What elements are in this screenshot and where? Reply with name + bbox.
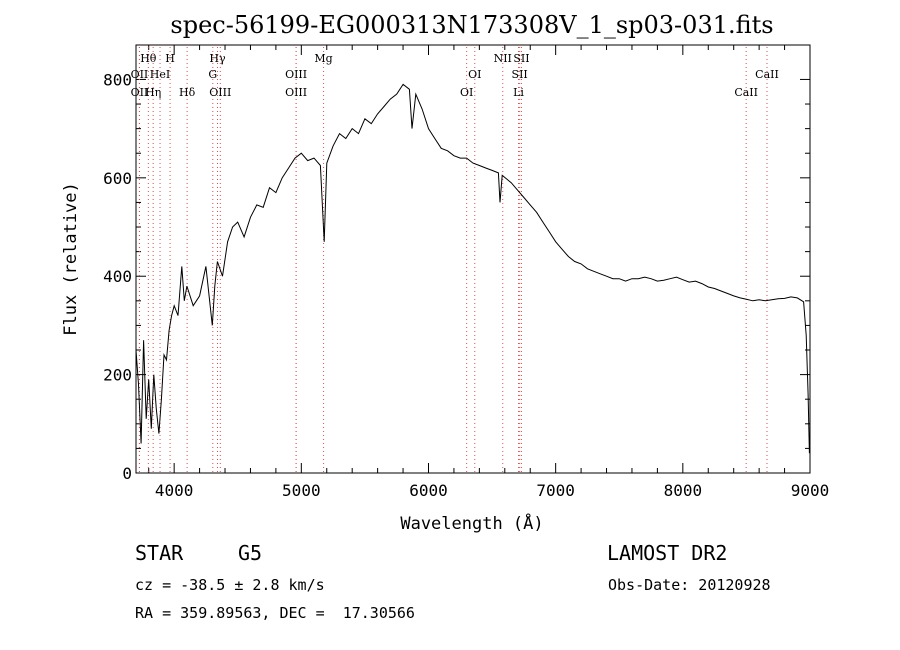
spectrum-line — [135, 83, 810, 454]
spectral-line-label: OIII — [285, 86, 307, 99]
spectral-line-label: CaII — [755, 68, 779, 81]
spectral-line-label: Hγ — [209, 52, 226, 65]
spectral-line-label: Hη — [145, 86, 161, 99]
spectral-line-label: OII — [131, 86, 149, 99]
y-tick-label: 800 — [103, 70, 132, 89]
chart-title: spec-56199-EG000313N173308V_1_sp03-031.f… — [170, 11, 773, 39]
spectral-line-label: G — [208, 68, 217, 81]
x-tick-label: 6000 — [409, 481, 448, 500]
axis-ticks: 4000 5000 6000 7000 8000 9000 0 200 400 600 800 — [103, 45, 829, 500]
spectral-line-label: Hθ — [140, 52, 157, 65]
spectral-line-label: OI — [460, 86, 473, 99]
spectral-line-label: CaII — [734, 86, 758, 99]
redshift-value: cz = -38.5 ± 2.8 km/s — [135, 576, 325, 594]
x-axis-label: Wavelength (Å) — [400, 512, 543, 534]
x-tick-label: 8000 — [664, 481, 703, 500]
x-tick-label: 7000 — [536, 481, 575, 500]
plot-frame — [135, 44, 811, 474]
spectral-line-label: SII — [512, 68, 528, 81]
y-tick-label: 400 — [103, 267, 132, 286]
spectral-line-label: NII — [494, 52, 512, 65]
spectral-line-label: H — [165, 52, 175, 65]
y-tick-label: 600 — [103, 169, 132, 188]
x-tick-label: 4000 — [155, 481, 194, 500]
x-tick-label: 9000 — [791, 481, 830, 500]
object-subclass: G5 — [238, 541, 263, 565]
spectral-line-label: SII — [513, 52, 529, 65]
spectral-line-label: OI — [468, 68, 481, 81]
object-class: STAR — [135, 541, 184, 565]
x-tick-label: 5000 — [282, 481, 321, 500]
spectral-line-label: HeI — [150, 68, 170, 81]
y-axis-label: Flux (relative) — [61, 182, 81, 336]
spectral-line-label: Li — [513, 86, 524, 99]
survey-name: LAMOST DR2 — [607, 541, 728, 565]
spectral-line-label: OII — [131, 68, 149, 81]
y-tick-label: 200 — [103, 366, 132, 385]
y-tick-label: 0 — [122, 464, 132, 483]
coordinates: RA = 359.89563, DEC = 17.30566 — [135, 604, 415, 622]
spectral-line-label: OIII — [285, 68, 307, 81]
spectral-line-markers — [138, 47, 768, 472]
spectral-line-label: OIII — [209, 86, 231, 99]
observation-date: Obs-Date: 20120928 — [608, 576, 771, 594]
spectral-line-label: Mg — [314, 52, 332, 65]
spectral-line-label: Hδ — [179, 86, 196, 99]
